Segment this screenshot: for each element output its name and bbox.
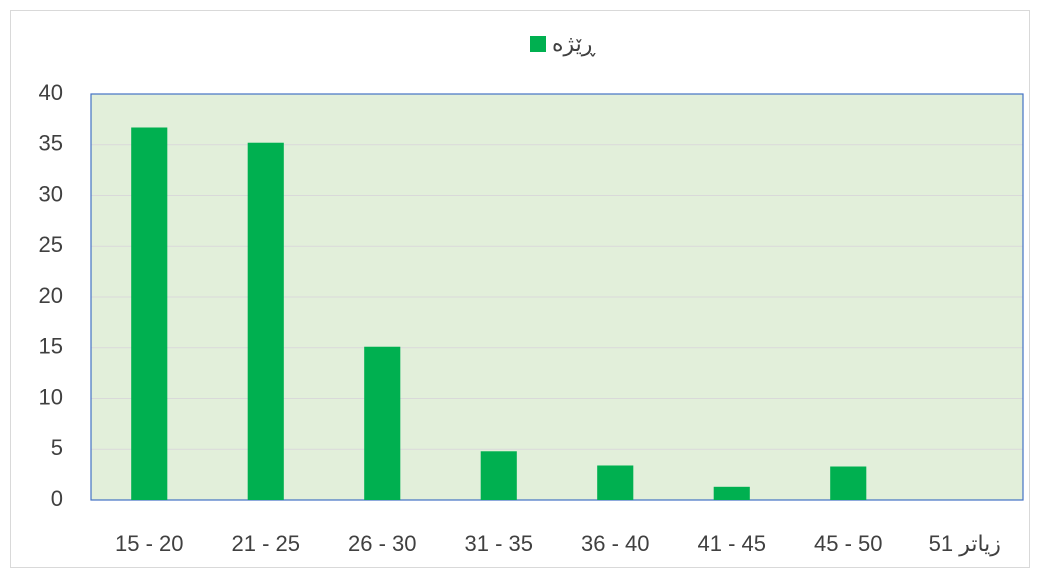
bar xyxy=(247,142,284,500)
x-tick-label: 15 - 20 xyxy=(115,531,184,556)
x-tick-label: 31 - 35 xyxy=(465,531,534,556)
x-tick-label: 36 - 40 xyxy=(581,531,650,556)
x-tick-label: 51 زیاتر xyxy=(929,531,1001,556)
plot-border xyxy=(90,93,1024,501)
bar xyxy=(597,465,634,500)
x-tick-label: 45 - 50 xyxy=(814,531,883,556)
y-tick-label: 35 xyxy=(39,131,63,156)
x-tick-label: 41 - 45 xyxy=(698,531,767,556)
y-tick-label: 20 xyxy=(39,283,63,308)
bar xyxy=(830,466,867,500)
y-tick-label: 0 xyxy=(51,486,63,511)
y-tick-label: 30 xyxy=(39,181,63,206)
legend-swatch xyxy=(530,36,546,52)
y-tick-label: 5 xyxy=(51,435,63,460)
y-tick-label: 40 xyxy=(39,80,63,105)
bar xyxy=(131,127,168,501)
y-tick-label: 15 xyxy=(39,334,63,359)
bar xyxy=(364,346,401,500)
y-tick-label: 10 xyxy=(39,384,63,409)
bar xyxy=(713,486,750,500)
legend-label: ڕێژە xyxy=(552,31,596,56)
y-tick-label: 25 xyxy=(39,232,63,257)
x-tick-label: 26 - 30 xyxy=(348,531,417,556)
x-tick-label: 21 - 25 xyxy=(232,531,301,556)
bar xyxy=(480,451,517,500)
